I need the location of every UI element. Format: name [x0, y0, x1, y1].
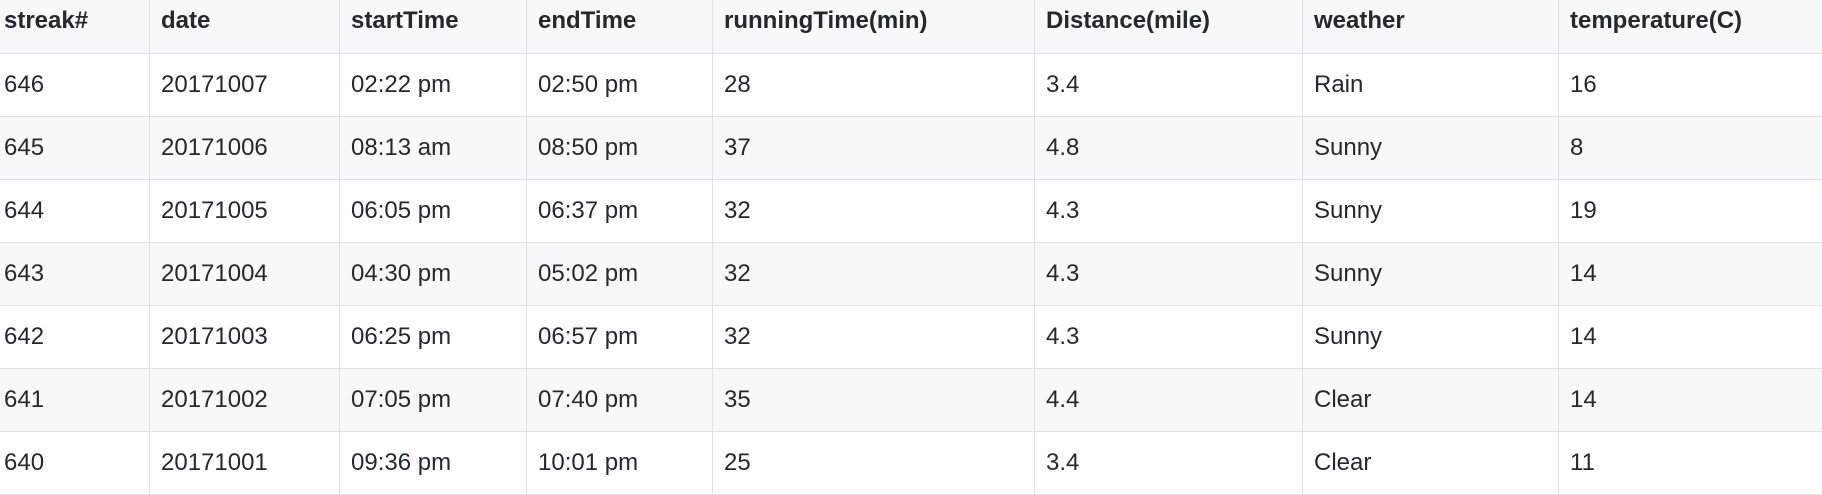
cell-end-time: 06:57 pm — [527, 306, 713, 369]
cell-date: 20171006 — [150, 117, 340, 180]
cell-weather: Clear — [1303, 432, 1559, 495]
cell-distance: 3.4 — [1035, 54, 1303, 117]
cell-date: 20171007 — [150, 54, 340, 117]
cell-running-time: 35 — [713, 369, 1035, 432]
cell-start-time: 04:30 pm — [340, 243, 527, 306]
cell-distance: 4.3 — [1035, 306, 1303, 369]
table-row: 640 20171001 09:36 pm 10:01 pm 25 3.4 Cl… — [0, 432, 1822, 495]
cell-end-time: 08:50 pm — [527, 117, 713, 180]
cell-start-time: 02:22 pm — [340, 54, 527, 117]
cell-distance: 4.4 — [1035, 369, 1303, 432]
cell-weather: Rain — [1303, 54, 1559, 117]
table-row: 644 20171005 06:05 pm 06:37 pm 32 4.3 Su… — [0, 180, 1822, 243]
cell-streak: 645 — [0, 117, 150, 180]
cell-start-time: 06:05 pm — [340, 180, 527, 243]
cell-start-time: 06:25 pm — [340, 306, 527, 369]
table-row: 645 20171006 08:13 am 08:50 pm 37 4.8 Su… — [0, 117, 1822, 180]
column-header-distance: Distance(mile) — [1035, 0, 1303, 54]
column-header-running-time: runningTime(min) — [713, 0, 1035, 54]
cell-end-time: 07:40 pm — [527, 369, 713, 432]
cell-end-time: 06:37 pm — [527, 180, 713, 243]
cell-distance: 3.4 — [1035, 432, 1303, 495]
cell-temperature: 14 — [1559, 243, 1822, 306]
column-header-start-time: startTime — [340, 0, 527, 54]
cell-date: 20171005 — [150, 180, 340, 243]
cell-end-time: 10:01 pm — [527, 432, 713, 495]
cell-end-time: 02:50 pm — [527, 54, 713, 117]
cell-temperature: 19 — [1559, 180, 1822, 243]
cell-weather: Sunny — [1303, 180, 1559, 243]
cell-start-time: 07:05 pm — [340, 369, 527, 432]
table-row: 643 20171004 04:30 pm 05:02 pm 32 4.3 Su… — [0, 243, 1822, 306]
cell-distance: 4.8 — [1035, 117, 1303, 180]
cell-temperature: 11 — [1559, 432, 1822, 495]
cell-running-time: 32 — [713, 180, 1035, 243]
cell-temperature: 14 — [1559, 306, 1822, 369]
cell-distance: 4.3 — [1035, 243, 1303, 306]
column-header-weather: weather — [1303, 0, 1559, 54]
cell-end-time: 05:02 pm — [527, 243, 713, 306]
cell-date: 20171002 — [150, 369, 340, 432]
column-header-date: date — [150, 0, 340, 54]
cell-start-time: 08:13 am — [340, 117, 527, 180]
cell-running-time: 28 — [713, 54, 1035, 117]
cell-temperature: 14 — [1559, 369, 1822, 432]
column-header-streak: streak# — [0, 0, 150, 54]
cell-temperature: 16 — [1559, 54, 1822, 117]
cell-running-time: 37 — [713, 117, 1035, 180]
cell-running-time: 25 — [713, 432, 1035, 495]
cell-weather: Clear — [1303, 369, 1559, 432]
table-row: 646 20171007 02:22 pm 02:50 pm 28 3.4 Ra… — [0, 54, 1822, 117]
cell-weather: Sunny — [1303, 243, 1559, 306]
cell-streak: 640 — [0, 432, 150, 495]
cell-weather: Sunny — [1303, 306, 1559, 369]
cell-date: 20171001 — [150, 432, 340, 495]
cell-streak: 641 — [0, 369, 150, 432]
cell-streak: 644 — [0, 180, 150, 243]
cell-weather: Sunny — [1303, 117, 1559, 180]
table-body: 646 20171007 02:22 pm 02:50 pm 28 3.4 Ra… — [0, 54, 1822, 495]
cell-date: 20171004 — [150, 243, 340, 306]
table-row: 642 20171003 06:25 pm 06:57 pm 32 4.3 Su… — [0, 306, 1822, 369]
column-header-end-time: endTime — [527, 0, 713, 54]
cell-distance: 4.3 — [1035, 180, 1303, 243]
cell-streak: 646 — [0, 54, 150, 117]
column-header-temperature: temperature(C) — [1559, 0, 1822, 54]
cell-streak: 642 — [0, 306, 150, 369]
cell-date: 20171003 — [150, 306, 340, 369]
cell-start-time: 09:36 pm — [340, 432, 527, 495]
cell-running-time: 32 — [713, 306, 1035, 369]
cell-running-time: 32 — [713, 243, 1035, 306]
table-row: 641 20171002 07:05 pm 07:40 pm 35 4.4 Cl… — [0, 369, 1822, 432]
header-row: streak# date startTime endTime runningTi… — [0, 0, 1822, 54]
cell-streak: 643 — [0, 243, 150, 306]
cell-temperature: 8 — [1559, 117, 1822, 180]
